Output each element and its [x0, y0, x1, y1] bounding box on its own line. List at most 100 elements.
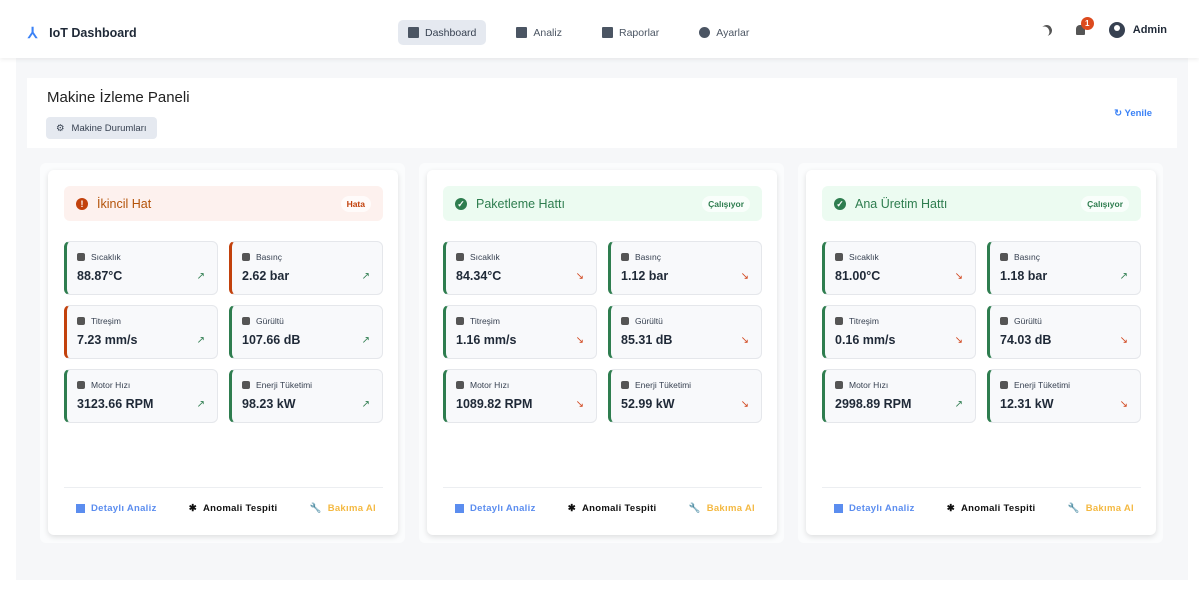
action-label: Anomali Tespiti [581, 503, 657, 514]
metric-label: Basınç [256, 252, 282, 262]
metric-value: 0.16 mm/s [835, 333, 896, 347]
metric-label: Sıcaklık [849, 252, 879, 262]
metric-value: 12.31 kW [1000, 397, 1054, 411]
trend-down-icon: ↘ [575, 335, 584, 346]
nav-ayarlar[interactable]: Ayarlar [689, 20, 759, 45]
trend-up-icon: ↗ [196, 335, 205, 346]
metric-value: 2.62 bar [242, 269, 290, 283]
metric-value: 98.23 kW [242, 397, 296, 411]
nav-label: Raporlar [618, 26, 660, 39]
user-name: Admin [1132, 24, 1167, 36]
metric-tile: Sıcaklık 84.34°C ↘ [443, 241, 597, 295]
brand[interactable]: ⅄ IoT Dashboard [28, 24, 137, 42]
action-label: Detaylı Analiz [849, 503, 915, 514]
bell-icon[interactable]: 1 [1075, 17, 1094, 35]
machine-card: ! İkincil Hat Hata Sıcaklık 88.87°C ↗ Ba… [48, 170, 398, 535]
nav-dashboard[interactable]: Dashboard [398, 20, 487, 45]
metric-tile: Sıcaklık 88.87°C ↗ [64, 241, 218, 295]
speaker-icon [1000, 317, 1008, 325]
metric-tile: Basınç 1.12 bar ↘ [608, 241, 762, 295]
bug-icon: ✱ [567, 503, 576, 514]
maintenance-button[interactable]: 🔧 Bakıma Al [689, 503, 755, 514]
status-badge: Çalışıyor [702, 195, 750, 212]
metric-value: 1089.82 RPM [456, 397, 533, 411]
machine-status-banner: ✓ Paketleme Hattı Çalışıyor [443, 186, 762, 221]
vibration-icon [456, 317, 464, 325]
machine-status-banner: ! İkincil Hat Hata [64, 186, 383, 221]
gear-icon [456, 381, 464, 389]
maintenance-button[interactable]: 🔧 Bakıma Al [310, 503, 376, 514]
detailed-analysis-button[interactable]: Detaylı Analiz [76, 503, 157, 514]
metric-tile: Gürültü 107.66 dB ↗ [229, 305, 383, 359]
action-label: Bakıma Al [1085, 503, 1134, 514]
metric-label: Basınç [635, 252, 661, 262]
metric-tile: Motor Hızı 1089.82 RPM ↘ [443, 369, 597, 423]
metric-value: 88.87°C [77, 269, 123, 283]
metric-label: Motor Hızı [470, 380, 510, 390]
metric-label: Basınç [1014, 252, 1040, 262]
anomaly-detection-button[interactable]: ✱ Anomali Tespiti [947, 503, 1036, 514]
chart-icon [455, 504, 464, 513]
metric-tile: Motor Hızı 2998.89 RPM ↗ [822, 369, 976, 423]
anomaly-detection-button[interactable]: ✱ Anomali Tespiti [568, 503, 657, 514]
metric-value: 1.16 mm/s [456, 333, 517, 347]
metric-label: Titreşim [849, 316, 879, 326]
metric-value: 2998.89 RPM [835, 397, 912, 411]
refresh-button[interactable]: ↻ Yenile [1114, 108, 1152, 119]
metric-tile: Gürültü 85.31 dB ↘ [608, 305, 762, 359]
metric-value: 1.12 bar [621, 269, 669, 283]
user-avatar-icon [1108, 22, 1125, 38]
trend-up-icon: ↗ [196, 399, 205, 410]
metric-label: Titreşim [91, 316, 121, 326]
trend-down-icon: ↘ [575, 399, 584, 410]
metric-label: Motor Hızı [91, 380, 131, 390]
machine-card-wrapper: ✓ Ana Üretim Hattı Çalışıyor Sıcaklık 81… [798, 163, 1163, 543]
machine-card-wrapper: ! İkincil Hat Hata Sıcaklık 88.87°C ↗ Ba… [40, 163, 405, 543]
trend-up-icon: ↗ [954, 399, 963, 410]
metric-label: Titreşim [470, 316, 500, 326]
metric-value: 74.03 dB [1000, 333, 1052, 347]
maintenance-button[interactable]: 🔧 Bakıma Al [1068, 503, 1134, 514]
robot-arm-icon: ⚙ [56, 122, 65, 134]
metric-tile: Basınç 1.18 bar ↗ [987, 241, 1141, 295]
detailed-analysis-button[interactable]: Detaylı Analiz [834, 503, 915, 514]
metric-label: Sıcaklık [470, 252, 500, 262]
thermometer-icon [835, 253, 843, 261]
page-title: Makine İzleme Paneli [47, 89, 190, 106]
gear-icon [77, 381, 85, 389]
dark-mode-icon[interactable] [1039, 22, 1054, 37]
chart-icon [516, 27, 528, 38]
metric-label: Enerji Tüketimi [635, 380, 692, 390]
trend-up-icon: ↗ [361, 271, 370, 282]
metric-tile: Enerji Tüketimi 12.31 kW ↘ [987, 369, 1141, 423]
status-badge: Hata [340, 195, 371, 212]
bolt-icon [1000, 381, 1008, 389]
metric-value: 52.99 kW [621, 397, 675, 411]
trend-down-icon: ↘ [954, 271, 963, 282]
nav-raporlar[interactable]: Raporlar [592, 20, 669, 45]
detailed-analysis-button[interactable]: Detaylı Analiz [455, 503, 536, 514]
metric-label: Motor Hızı [849, 380, 889, 390]
notification-badge: 1 [1080, 17, 1094, 30]
gear-icon [835, 381, 843, 389]
machine-name: İkincil Hat [97, 196, 152, 211]
nav-label: Ayarlar [716, 26, 750, 39]
gear-icon [699, 27, 711, 38]
metric-tile: Enerji Tüketimi 98.23 kW ↗ [229, 369, 383, 423]
nav-analiz[interactable]: Analiz [506, 20, 572, 45]
machine-status-chip[interactable]: ⚙ Makine Durumları [46, 117, 157, 139]
metric-label: Gürültü [635, 316, 663, 326]
metric-tile: Basınç 2.62 bar ↗ [229, 241, 383, 295]
user-menu[interactable]: Admin [1108, 22, 1167, 38]
speaker-icon [242, 317, 250, 325]
refresh-icon: ↻ [1114, 108, 1125, 119]
trend-down-icon: ↘ [740, 335, 749, 346]
action-label: Bakıma Al [327, 503, 376, 514]
anomaly-detection-button[interactable]: ✱ Anomali Tespiti [189, 503, 278, 514]
machine-card: ✓ Ana Üretim Hattı Çalışıyor Sıcaklık 81… [806, 170, 1156, 535]
trend-down-icon: ↘ [575, 271, 584, 282]
trend-down-icon: ↘ [740, 271, 749, 282]
thermometer-icon [456, 253, 464, 261]
metric-label: Enerji Tüketimi [1014, 380, 1071, 390]
trend-up-icon: ↗ [196, 271, 205, 282]
